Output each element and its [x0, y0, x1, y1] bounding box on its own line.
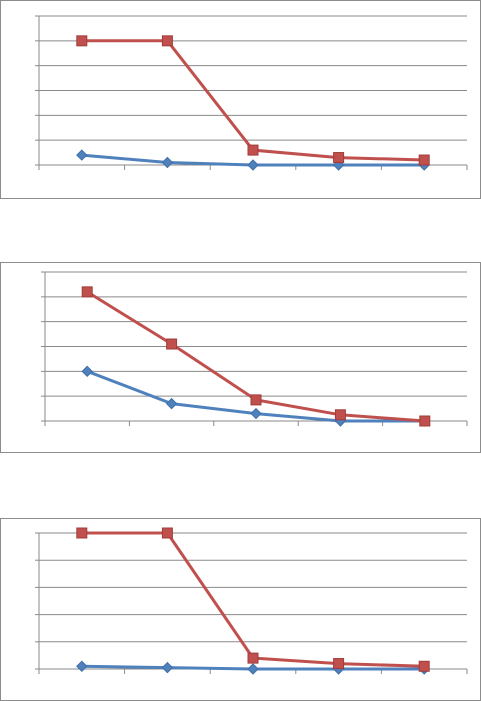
- series-2-point: [76, 35, 88, 47]
- chart-panel-2: [0, 262, 481, 453]
- series-2-point: [161, 527, 173, 539]
- series-2-line: [81, 39, 425, 162]
- series-2-point: [333, 658, 345, 670]
- series-1-point: [250, 407, 262, 420]
- series-2-point: [418, 660, 430, 672]
- series-2-line: [81, 531, 425, 668]
- series-2-point: [418, 154, 430, 166]
- series-1-point: [161, 156, 174, 169]
- series-1-point: [247, 663, 259, 675]
- line-chart-1: [35, 15, 468, 171]
- line-chart-3: [35, 527, 468, 675]
- series-2-point: [247, 144, 259, 156]
- series-1-point: [76, 149, 88, 161]
- series-1-point: [81, 365, 93, 378]
- series-2-point: [419, 415, 431, 427]
- series-2-point: [250, 394, 262, 406]
- series-2-point: [333, 152, 345, 164]
- series-2-point: [76, 527, 88, 539]
- series-1-point: [76, 660, 88, 672]
- series-2-point: [81, 286, 93, 298]
- chart-panel-3: [0, 518, 481, 701]
- series-1-point: [161, 661, 174, 674]
- series-1-point: [165, 397, 178, 410]
- line-chart-2: [41, 271, 468, 427]
- series-2-point: [247, 652, 259, 664]
- series-2-point: [166, 338, 178, 350]
- series-1-point: [247, 159, 259, 171]
- series-2-point: [334, 409, 346, 421]
- chart-panel-1: [0, 0, 481, 199]
- series-2-point: [161, 35, 173, 47]
